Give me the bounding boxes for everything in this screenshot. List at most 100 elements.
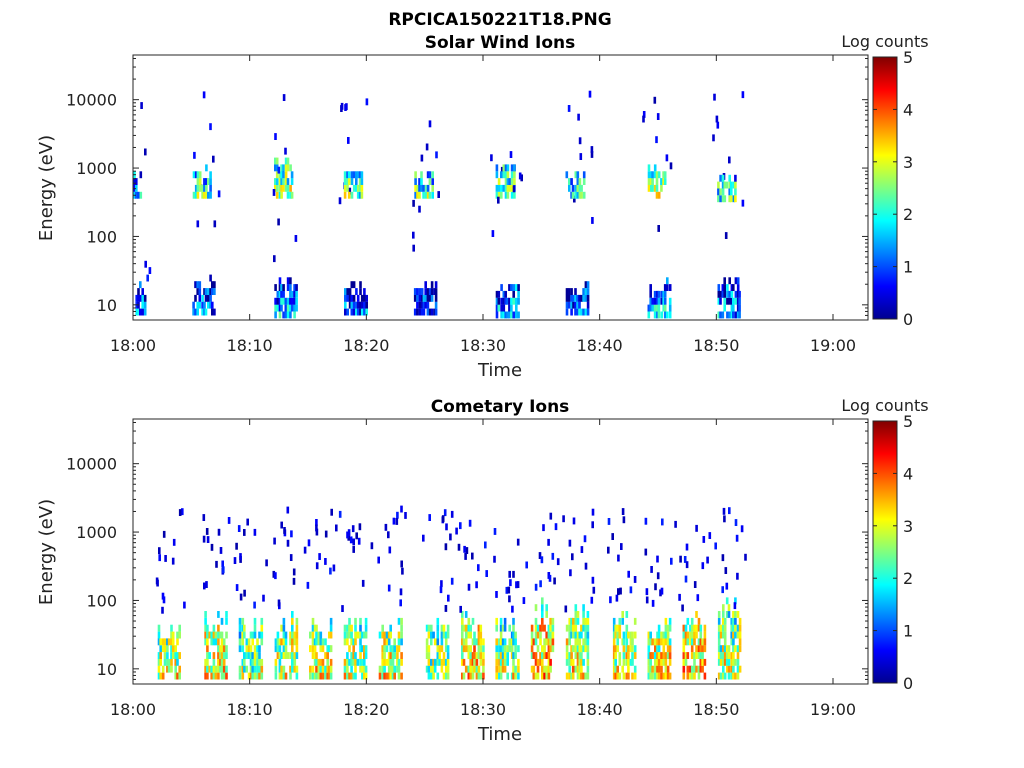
heatmap-cell xyxy=(348,617,351,625)
heatmap-cell xyxy=(580,658,583,666)
heatmap-cell xyxy=(471,617,475,625)
heatmap-cell xyxy=(157,624,161,632)
heatmap-cell xyxy=(551,638,555,646)
heatmap-cell xyxy=(434,301,438,309)
heatmap-cell xyxy=(574,631,578,639)
heatmap-cell xyxy=(219,658,222,666)
heatmap-cell xyxy=(532,672,536,680)
heatmap-cell xyxy=(657,304,661,312)
heatmap-cell xyxy=(426,301,430,309)
heatmap-cell xyxy=(289,304,292,312)
heatmap-cell xyxy=(358,191,362,199)
heatmap-cell xyxy=(361,658,364,666)
heatmap-cell xyxy=(571,617,575,625)
heatmap-cell xyxy=(499,624,503,632)
heatmap-cell xyxy=(359,308,362,316)
heatmap-cell xyxy=(247,652,251,659)
heatmap-cell xyxy=(664,658,668,666)
heatmap-cell xyxy=(629,586,633,594)
heatmap-cell xyxy=(141,294,144,302)
heatmap-cell xyxy=(616,672,619,680)
heatmap-cell xyxy=(315,519,318,526)
heatmap-cell xyxy=(280,521,283,529)
heatmap-cell xyxy=(274,184,277,192)
heatmap-cell xyxy=(684,638,688,646)
heatmap-cell xyxy=(202,514,206,521)
heatmap-cell xyxy=(723,658,727,666)
heatmap-cell xyxy=(389,624,392,632)
heatmap-cell xyxy=(736,304,740,312)
heatmap-cell xyxy=(510,297,513,305)
heatmap-cell xyxy=(295,290,298,298)
heatmap-cell xyxy=(495,297,499,305)
heatmap-cell xyxy=(192,308,195,316)
heatmap-cell xyxy=(157,672,161,680)
heatmap-cell xyxy=(633,652,637,659)
heatmap-cell xyxy=(565,624,569,632)
heatmap-cell xyxy=(212,155,215,163)
heatmap-cell xyxy=(684,658,688,666)
heatmap-cell xyxy=(644,517,648,525)
heatmap-cell xyxy=(545,638,548,646)
heatmap-cell xyxy=(220,658,224,666)
heatmap-cell xyxy=(246,518,249,526)
heatmap-cell xyxy=(319,665,323,673)
heatmap-cell xyxy=(167,658,171,666)
heatmap-cell xyxy=(620,543,623,550)
heatmap-cell xyxy=(572,301,575,309)
heatmap-cell xyxy=(286,539,290,547)
heatmap-cell xyxy=(728,156,731,164)
heatmap-cell xyxy=(495,164,499,172)
heatmap-cell xyxy=(249,658,253,666)
heatmap-cell xyxy=(508,570,511,578)
heatmap-cell xyxy=(276,290,280,298)
heatmap-cell xyxy=(420,288,424,295)
heatmap-cell xyxy=(590,146,594,153)
heatmap-cell xyxy=(273,537,276,545)
heatmap-cell xyxy=(565,672,569,680)
heatmap-cell xyxy=(215,560,218,568)
heatmap-cell xyxy=(420,184,423,192)
heatmap-cell xyxy=(161,645,165,653)
heatmap-cell xyxy=(400,638,403,646)
heatmap-cell xyxy=(719,188,722,196)
heatmap-cell xyxy=(430,624,433,632)
heatmap-cell xyxy=(719,645,723,653)
heatmap-cell xyxy=(693,652,696,659)
heatmap-cell xyxy=(736,277,740,285)
heatmap-cell xyxy=(467,617,471,625)
heatmap-cell xyxy=(225,631,228,639)
heatmap-cell xyxy=(551,645,555,653)
heatmap-cell xyxy=(699,638,703,646)
heatmap-cell xyxy=(238,624,242,632)
heatmap-cell xyxy=(324,530,328,538)
heatmap-cell xyxy=(701,562,705,570)
heatmap-cell xyxy=(503,624,507,632)
heatmap-cell xyxy=(499,658,503,666)
heatmap-cell xyxy=(615,594,619,602)
heatmap-cell xyxy=(584,624,587,632)
heatmap-cell xyxy=(282,171,285,179)
heatmap-cell xyxy=(499,652,503,659)
heatmap-cell xyxy=(501,658,505,666)
heatmap-cell xyxy=(359,288,362,295)
heatmap-cell xyxy=(202,535,206,543)
heatmap-cell xyxy=(693,658,696,666)
heatmap-cell xyxy=(469,624,472,632)
heatmap-cell xyxy=(510,645,514,653)
heatmap-cell xyxy=(504,171,508,179)
heatmap-cell xyxy=(219,547,223,554)
heatmap-cell xyxy=(502,297,506,305)
heatmap-cell xyxy=(525,561,528,569)
heatmap-cell xyxy=(217,658,220,666)
heatmap-cell xyxy=(545,652,548,659)
heatmap-cell xyxy=(437,191,440,198)
heatmap-cell xyxy=(662,638,666,646)
heatmap-cell xyxy=(576,184,580,192)
heatmap-cell xyxy=(249,652,253,659)
heatmap-cell xyxy=(730,311,734,319)
heatmap-cell xyxy=(719,672,723,680)
heatmap-cell xyxy=(293,284,296,291)
heatmap-cell xyxy=(543,624,546,632)
x-tick-label: 18:50 xyxy=(693,700,739,719)
